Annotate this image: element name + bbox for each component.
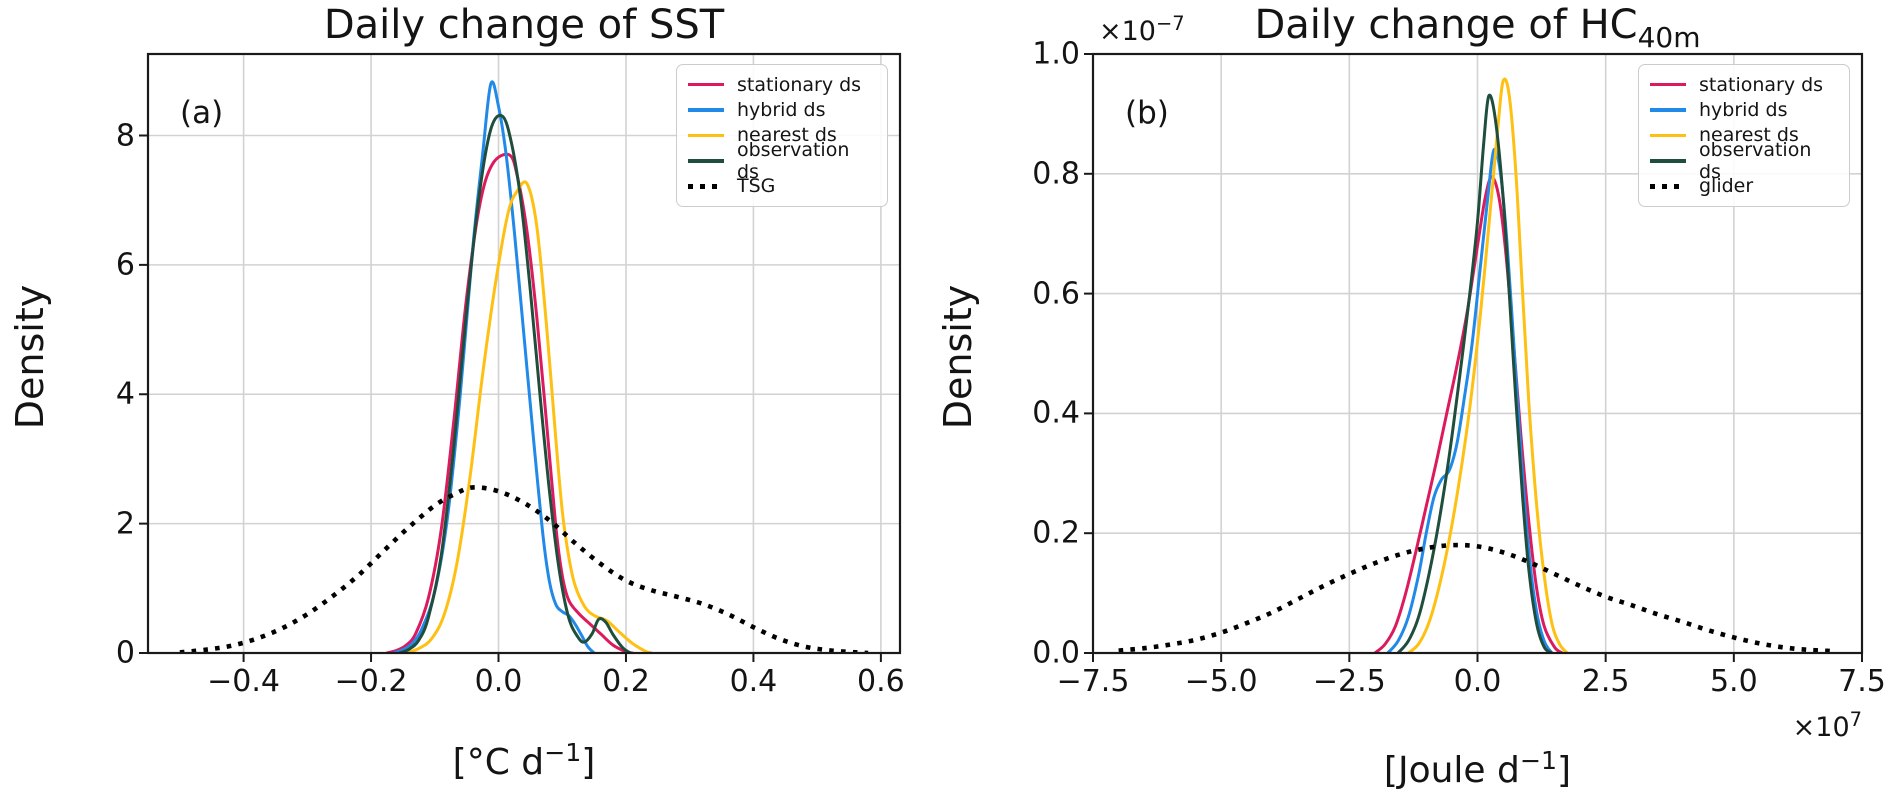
x-offset-sup: 7: [1849, 708, 1862, 731]
legend-item: hybrid ds: [688, 97, 876, 122]
xlabel-a-post: ]: [581, 742, 596, 783]
series-glider: [1118, 542, 1837, 653]
y-tick-label: 0.4: [1032, 395, 1080, 431]
y-tick-label: 8: [115, 118, 135, 153]
x-axis-label-a: [°C d−1]: [148, 740, 900, 783]
y-tick-label: 0: [115, 635, 135, 671]
x-offset-pre: ×10: [1792, 712, 1850, 743]
x-tick-label: 0.2: [602, 664, 650, 699]
y-tick-label: 0.6: [1032, 276, 1080, 312]
legend-label: hybrid ds: [1699, 99, 1788, 122]
legend-item: glider: [1650, 174, 1838, 199]
legend: stationary ds hybrid ds nearest ds observat…: [1638, 64, 1850, 207]
tick-marks: [139, 134, 882, 662]
panel-letter-a: (a): [180, 95, 224, 131]
panel-letter-b: (b): [1125, 95, 1169, 131]
y-offset-sup: −7: [1155, 12, 1185, 35]
title-b-subscript: 40m: [1637, 21, 1701, 54]
legend-line-sample: [688, 183, 724, 189]
x-tick-label: 2.5: [1581, 664, 1630, 699]
x-tick-label: −0.4: [207, 664, 281, 699]
legend-item: stationary ds: [688, 72, 876, 97]
x-tick-label: 0.4: [729, 664, 778, 699]
legend-label: hybrid ds: [737, 99, 826, 122]
series-nearest-ds: [1406, 77, 1569, 653]
legend-line-sample: [1650, 183, 1686, 189]
y-offset-pre: ×10: [1099, 16, 1156, 47]
legend-label: observation ds: [737, 138, 850, 183]
legend-item: nearest ds: [1650, 123, 1838, 148]
xlabel-a-sup: −1: [544, 738, 582, 767]
x-tick-label: 5.0: [1709, 664, 1758, 699]
tick-marks: [1084, 53, 1863, 662]
series-observation-ds: [398, 113, 632, 653]
y-tick-label: 0.8: [1032, 156, 1080, 192]
legend: stationary ds hybrid ds nearest ds observat…: [676, 64, 888, 207]
legend-item: stationary ds: [1650, 72, 1838, 97]
axes-spines: [146, 52, 902, 655]
legend-label: nearest ds: [737, 124, 837, 147]
y-tick-label: 0.2: [1032, 515, 1080, 551]
legend-item: nearest ds: [688, 123, 876, 148]
legend-label: stationary ds: [737, 73, 862, 96]
legend-line-sample: [688, 82, 724, 87]
x-axis-label-b: [Joule d−1]: [1093, 748, 1862, 791]
legend-item: hybrid ds: [1650, 97, 1838, 122]
legend-line-sample: [1650, 82, 1686, 87]
x-tick-label: 7.5: [1838, 664, 1886, 699]
x-tick-label: −2.5: [1312, 664, 1386, 699]
series-observation-ds: [1396, 93, 1554, 653]
title-panel-b: Daily change of HC40m: [1093, 2, 1862, 52]
y-axis-offset-text-b: ×10−7: [1099, 14, 1185, 47]
series-nearest-ds: [404, 180, 653, 653]
legend-item: TSG: [688, 174, 876, 199]
y-tick-label: 0.0: [1032, 635, 1080, 671]
series-hybrid-ds: [391, 80, 596, 653]
series-stationary-ds: [1373, 175, 1564, 653]
x-tick-label: −7.5: [1056, 664, 1130, 699]
legend-label: stationary ds: [1699, 73, 1824, 96]
xlabel-b-pre: [Joule d: [1383, 750, 1520, 791]
xlabel-b-post: ]: [1557, 750, 1572, 791]
series-TSG: [179, 485, 869, 653]
title-b-text: Daily change of HC: [1254, 2, 1638, 48]
series-stationary-ds: [385, 152, 634, 653]
y-tick-label: 1.0: [1032, 36, 1080, 72]
series-hybrid-ds: [1386, 147, 1554, 653]
legend-label: TSG: [737, 175, 776, 198]
legend-line-sample: [688, 159, 724, 163]
legend-line-sample: [688, 108, 724, 112]
legend-line-sample: [688, 133, 724, 138]
y-tick-label: 2: [115, 506, 135, 542]
y-axis-label-b: Density: [936, 284, 980, 430]
x-tick-label: 0.6: [857, 664, 905, 699]
legend-item: observation ds: [688, 139, 876, 183]
y-tick-label: 6: [115, 247, 135, 283]
x-axis-offset-text-b: ×107: [1662, 710, 1862, 743]
xlabel-b-sup: −1: [1519, 746, 1558, 775]
title-panel-a: Daily change of SST: [323, 2, 725, 48]
panel-(b): [1084, 52, 1864, 662]
legend-line-sample: [1650, 133, 1686, 138]
x-tick-label: 0.0: [1453, 664, 1502, 699]
x-tick-label: −0.2: [334, 664, 408, 699]
legend-label: glider: [1699, 175, 1754, 198]
legend-label: nearest ds: [1699, 124, 1799, 147]
legend-line-sample: [1650, 108, 1686, 112]
legend-item: observation ds: [1650, 139, 1838, 183]
xlabel-a-pre: [°C d: [452, 742, 545, 783]
legend-label: observation ds: [1699, 138, 1812, 183]
x-tick-label: −5.0: [1184, 664, 1258, 699]
legend-line-sample: [1650, 159, 1686, 163]
x-tick-label: 0.0: [474, 664, 523, 699]
y-tick-label: 4: [115, 376, 135, 412]
